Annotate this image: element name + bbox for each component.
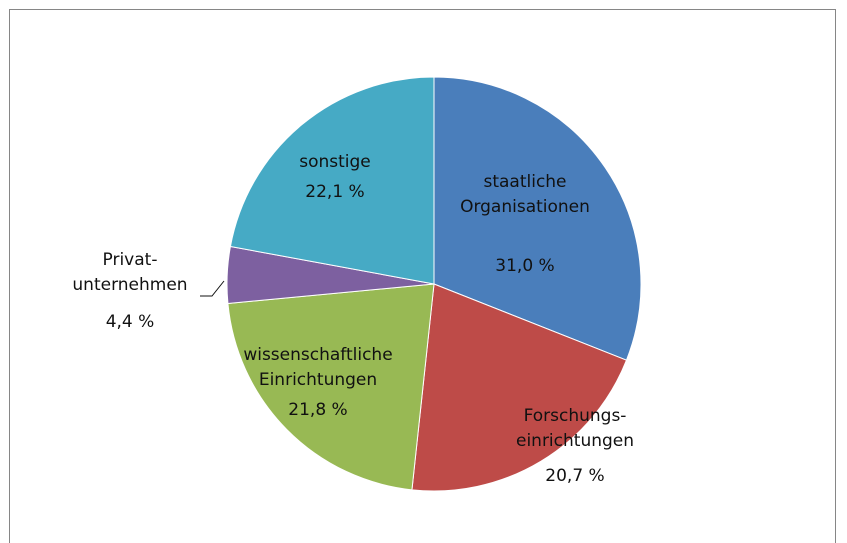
slice-label: sonstige xyxy=(299,152,371,172)
pie-slice xyxy=(433,76,642,361)
leader-line xyxy=(200,280,225,297)
pie-slice xyxy=(229,76,435,285)
slice-value-label: 4,4 % xyxy=(106,312,155,332)
slice-label: Privat-unternehmen xyxy=(72,250,187,295)
pie-slice xyxy=(411,283,628,492)
slice-label: Forschungs-einrichtungen xyxy=(516,406,634,451)
slice-label: wissenschaftliche Einrichtungen xyxy=(243,345,392,390)
slice-value-label: 21,8 % xyxy=(288,400,347,420)
slice-value-label: 20,7 % xyxy=(545,466,604,486)
slice-label: staatliche Organisationen xyxy=(460,172,590,217)
slice-value-label: 22,1 % xyxy=(305,182,364,202)
slice-value-label: 31,0 % xyxy=(495,256,554,276)
pie-slice xyxy=(227,283,435,491)
